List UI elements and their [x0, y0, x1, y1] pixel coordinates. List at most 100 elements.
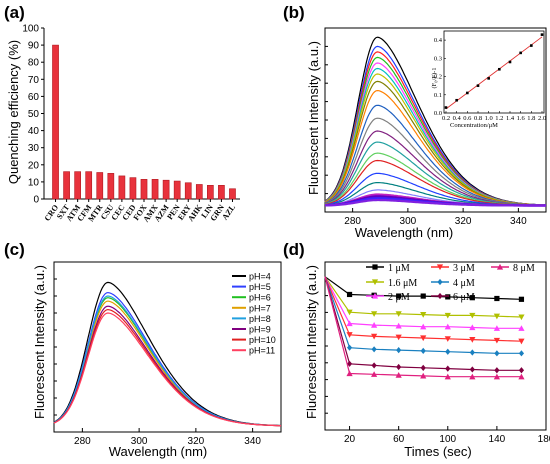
- panel-d-ylabel: Fluorescent Intensity (a.u.): [304, 265, 319, 419]
- a-bar-ahk: [195, 184, 203, 200]
- a-bar-ery: [184, 182, 192, 200]
- panel-b-xlabel: Wavelength (nm): [355, 225, 454, 240]
- d-marker: [346, 291, 353, 298]
- inset-point: [466, 91, 469, 95]
- a-bar-amx: [151, 179, 159, 200]
- d-legend-label: 1.6 μM: [388, 278, 417, 289]
- a-bar-azl: [229, 188, 236, 200]
- d-marker: [346, 360, 353, 367]
- inset-xtick-label: 1.8: [527, 115, 535, 122]
- d-marker: [420, 293, 426, 299]
- d-marker: [436, 264, 444, 271]
- d-marker: [371, 322, 378, 328]
- panel-a-plot: 0102030405060708090100CROSXTATMCFMMTRCSU…: [22, 24, 240, 224]
- d-marker: [494, 295, 500, 302]
- inset-point: [444, 106, 448, 109]
- d-marker: [444, 336, 451, 342]
- a-ytick-label: 100: [22, 24, 39, 35]
- inset-point: [508, 60, 512, 64]
- panel-b-plot: 280 300 320 340: [324, 27, 547, 227]
- d-marker: [494, 367, 500, 374]
- d-marker: [346, 309, 353, 316]
- d-marker: [469, 366, 475, 373]
- inset-ytick-label: 0.4: [434, 37, 443, 44]
- d-marker: [395, 322, 402, 329]
- d-marker: [518, 350, 525, 357]
- d-marker: [346, 344, 353, 351]
- panel-c-ylabel: Fluorescent Intensity (a.u.): [32, 265, 47, 419]
- c-legend-label: pH=8: [249, 314, 271, 324]
- d-xtick-label: 60: [393, 434, 405, 445]
- d-legend-label: 3 μM: [453, 263, 475, 274]
- d-marker: [493, 313, 500, 320]
- d-marker: [469, 373, 476, 380]
- xtick-label: 320: [455, 216, 472, 227]
- a-bar-cro: [52, 44, 59, 200]
- panel-c-plot: 280 300 320 340pH=4pH=5pH=6pH=7pH=8pH=9pH=1…: [53, 261, 282, 447]
- c-legend-label: pH=9: [249, 325, 271, 335]
- inset-ylabel: (F₀/F)-1: [431, 67, 438, 88]
- inset-xtick-label: 1.2: [495, 115, 503, 122]
- inset-point: [455, 98, 458, 102]
- a-ytick-label: 70: [28, 75, 40, 86]
- d-marker: [346, 332, 353, 338]
- xtick-label: 340: [510, 216, 527, 227]
- xtick-label: 280: [74, 436, 91, 447]
- inset-point: [519, 51, 522, 55]
- inset-point: [487, 77, 490, 80]
- d-marker: [444, 312, 451, 319]
- d-xtick-label: 100: [439, 434, 456, 445]
- a-bar-azm: [162, 179, 170, 200]
- inset-point: [476, 84, 480, 87]
- inset-xtick-label: 0.2: [442, 115, 450, 122]
- d-marker: [494, 350, 500, 357]
- d-marker: [437, 292, 443, 300]
- series-line-1: [53, 291, 282, 427]
- d-marker: [493, 325, 500, 331]
- inset-point: [530, 44, 533, 47]
- d-marker: [371, 311, 378, 317]
- d-marker: [346, 370, 353, 377]
- c-legend-label: pH=7: [249, 303, 271, 313]
- a-ytick-label: 50: [28, 109, 40, 120]
- inset-frame: [443, 30, 545, 114]
- d-marker: [445, 348, 451, 355]
- inset-ytick-label: 0.1: [434, 92, 442, 99]
- xtick-label: 280: [344, 216, 361, 227]
- a-bar-pen: [173, 180, 181, 200]
- d-marker: [371, 371, 378, 377]
- series-line-21: [325, 198, 546, 207]
- a-bar-atm: [74, 171, 81, 200]
- d-marker: [496, 263, 504, 270]
- d-legend-label: 8 μM: [513, 263, 535, 274]
- series-line-7: [53, 312, 282, 427]
- a-bar-sxt: [63, 171, 70, 200]
- inset-xtick-label: 0.6: [463, 115, 472, 122]
- d-marker: [420, 323, 427, 330]
- d-xtick-label: 180: [538, 434, 550, 445]
- d-marker: [420, 372, 427, 379]
- panel-d-label: (d): [283, 240, 305, 259]
- a-bar-cec: [118, 175, 126, 200]
- c-legend-label: pH=6: [249, 293, 271, 303]
- panel-a-ylabel: Quenching efficiency (%): [6, 40, 21, 184]
- d-frame: [324, 261, 547, 431]
- a-ytick-label: 60: [28, 92, 40, 103]
- inset-xtick-label: 0.4: [453, 115, 462, 122]
- panel-b-label: (b): [283, 3, 305, 22]
- d-series-line-3: [324, 276, 522, 342]
- inset-xtick-label: 1.6: [517, 115, 526, 122]
- d-marker: [469, 337, 476, 343]
- inset-ytick-label: 0.3: [434, 55, 442, 62]
- panel-a-label: (a): [4, 3, 25, 22]
- d-legend-label: 4 μM: [453, 278, 475, 289]
- d-marker: [437, 278, 443, 286]
- d-marker: [396, 363, 402, 371]
- d-marker: [395, 334, 402, 341]
- panel-a: (a) Quenching efficiency (%) 0 10 20 30 40 50…: [4, 3, 240, 224]
- xtick-label: 300: [400, 216, 417, 227]
- panel-c-label: (c): [4, 240, 25, 259]
- d-marker: [444, 323, 451, 330]
- d-legend-label: 2 μM: [388, 292, 410, 303]
- a-bar-csu: [107, 173, 115, 200]
